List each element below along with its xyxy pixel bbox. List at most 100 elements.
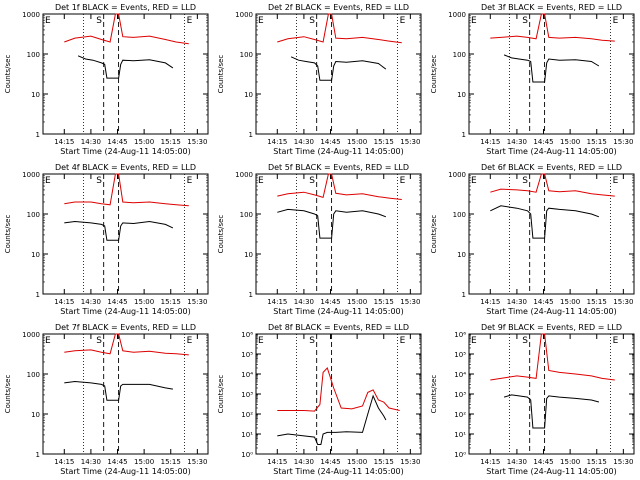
panel-title: Det 1f BLACK = Events, RED = LLD: [55, 3, 196, 12]
x-axis-label: Start Time (24-Aug-11 14:05:00): [486, 307, 617, 316]
y-tick-label: 1000: [22, 11, 40, 19]
y-tick-label: 100: [27, 51, 40, 59]
y-tick-label: 1000: [448, 171, 466, 179]
y-axis-label: Counts/sec: [217, 375, 225, 414]
y-tick-label: 1000: [22, 171, 40, 179]
x-axis-label: Start Time (24-Aug-11 14:05:00): [486, 147, 617, 156]
x-tick-label: 15:00: [560, 138, 580, 146]
interval-marker: S: [96, 176, 102, 186]
lld-series-line: [277, 13, 402, 44]
x-tick-label: 15:15: [374, 138, 394, 146]
x-tick-label: 15:15: [587, 458, 607, 466]
y-axis-label: Counts/sec: [4, 215, 12, 254]
x-tick-label: 15:30: [187, 458, 207, 466]
panel-det-5: Det 5f BLACK = Events, RED = LLD 1 10 100 10…: [217, 163, 422, 316]
y-tick-label: 10: [31, 411, 40, 419]
x-tick-label: 14:45: [533, 138, 553, 146]
y-tick-label: 10³: [241, 391, 253, 399]
y-tick-label: 10⁶: [241, 331, 253, 339]
x-tick-label: 15:15: [587, 298, 607, 306]
x-tick-label: 15:00: [347, 298, 367, 306]
y-tick-label: 10: [457, 91, 466, 99]
y-axis-label: Counts/sec: [4, 375, 12, 414]
interval-marker: E: [45, 336, 51, 346]
y-axis-label: Counts/sec: [430, 55, 438, 94]
plot-frame: [468, 173, 635, 295]
y-axis-label: Counts/sec: [430, 375, 438, 414]
events-series-line: [490, 205, 600, 239]
x-tick-label: 14:15: [480, 298, 500, 306]
panel-title: Det 8f BLACK = Events, RED = LLD: [268, 323, 409, 332]
x-axis-label: Start Time (24-Aug-11 14:05:00): [60, 467, 191, 476]
panel-det-1: Det 1f BLACK = Events, RED = LLD 1 10 100 10…: [4, 3, 209, 156]
interval-marker: E: [471, 176, 477, 186]
y-axis-label: Counts/sec: [4, 55, 12, 94]
x-tick-label: 14:45: [320, 458, 340, 466]
y-tick-label: 1: [36, 131, 40, 139]
x-tick-label: 15:30: [400, 138, 420, 146]
plot-frame: [468, 13, 635, 135]
x-tick-label: 14:15: [54, 458, 74, 466]
x-tick-label: 14:30: [294, 458, 314, 466]
x-axis-label: Start Time (24-Aug-11 14:05:00): [60, 307, 191, 316]
x-axis-label: Start Time (24-Aug-11 14:05:00): [273, 467, 404, 476]
events-series-line: [64, 220, 174, 241]
interval-marker: S: [96, 336, 102, 346]
interval-marker: S: [309, 176, 315, 186]
y-tick-label: 10⁴: [241, 371, 253, 379]
x-tick-label: 14:15: [267, 458, 287, 466]
y-tick-label: 10: [457, 251, 466, 259]
x-tick-label: 14:30: [507, 458, 527, 466]
interval-marker: E: [471, 16, 477, 26]
lld-series-line: [64, 13, 189, 45]
x-tick-label: 15:30: [187, 298, 207, 306]
x-tick-label: 14:30: [81, 138, 101, 146]
plot-frame: [255, 173, 422, 295]
y-tick-label: 1: [36, 291, 40, 299]
panel-det-9: Det 9f BLACK = Events, RED = LLD 10⁰ 10¹ 10…: [430, 323, 635, 476]
plot-frame: [255, 333, 422, 455]
panel-title: Det 5f BLACK = Events, RED = LLD: [268, 163, 409, 172]
lld-series-line: [277, 173, 402, 200]
x-axis-label: Start Time (24-Aug-11 14:05:00): [273, 307, 404, 316]
interval-marker: E: [187, 336, 193, 346]
x-tick-label: 14:30: [507, 138, 527, 146]
y-tick-label: 1000: [22, 331, 40, 339]
interval-marker: E: [258, 16, 264, 26]
y-tick-label: 100: [27, 211, 40, 219]
lld-series-line: [64, 333, 189, 356]
y-tick-label: 10¹: [241, 431, 253, 439]
x-tick-label: 14:45: [107, 458, 127, 466]
lld-series-line: [64, 173, 189, 207]
lld-series-line: [277, 367, 400, 412]
y-tick-label: 1000: [235, 11, 253, 19]
interval-marker: E: [471, 336, 477, 346]
lld-series-line: [490, 173, 615, 197]
y-tick-label: 1: [249, 291, 253, 299]
events-series-line: [64, 380, 173, 401]
x-tick-label: 15:15: [374, 458, 394, 466]
y-tick-label: 10²: [241, 411, 253, 419]
panel-det-3: Det 3f BLACK = Events, RED = LLD 1 10 100 10…: [430, 3, 635, 156]
interval-marker: E: [187, 176, 193, 186]
plot-frame: [255, 13, 422, 135]
x-tick-label: 14:15: [267, 298, 287, 306]
interval-marker: E: [45, 176, 51, 186]
x-tick-label: 15:15: [161, 138, 181, 146]
interval-marker: E: [258, 336, 264, 346]
panel-title: Det 3f BLACK = Events, RED = LLD: [481, 3, 622, 12]
x-tick-label: 15:15: [587, 138, 607, 146]
panel-det-2: Det 2f BLACK = Events, RED = LLD 1 10 100 10…: [217, 3, 422, 156]
x-tick-label: 15:30: [613, 458, 633, 466]
x-tick-label: 15:30: [613, 298, 633, 306]
y-tick-label: 10⁵: [241, 351, 253, 359]
x-tick-label: 14:45: [533, 298, 553, 306]
y-tick-label: 1: [249, 131, 253, 139]
plot-frame: [42, 333, 209, 455]
y-tick-label: 100: [453, 211, 466, 219]
interval-marker: S: [309, 336, 315, 346]
x-tick-label: 15:15: [374, 298, 394, 306]
y-tick-label: 100: [240, 211, 253, 219]
y-tick-label: 1: [462, 291, 466, 299]
